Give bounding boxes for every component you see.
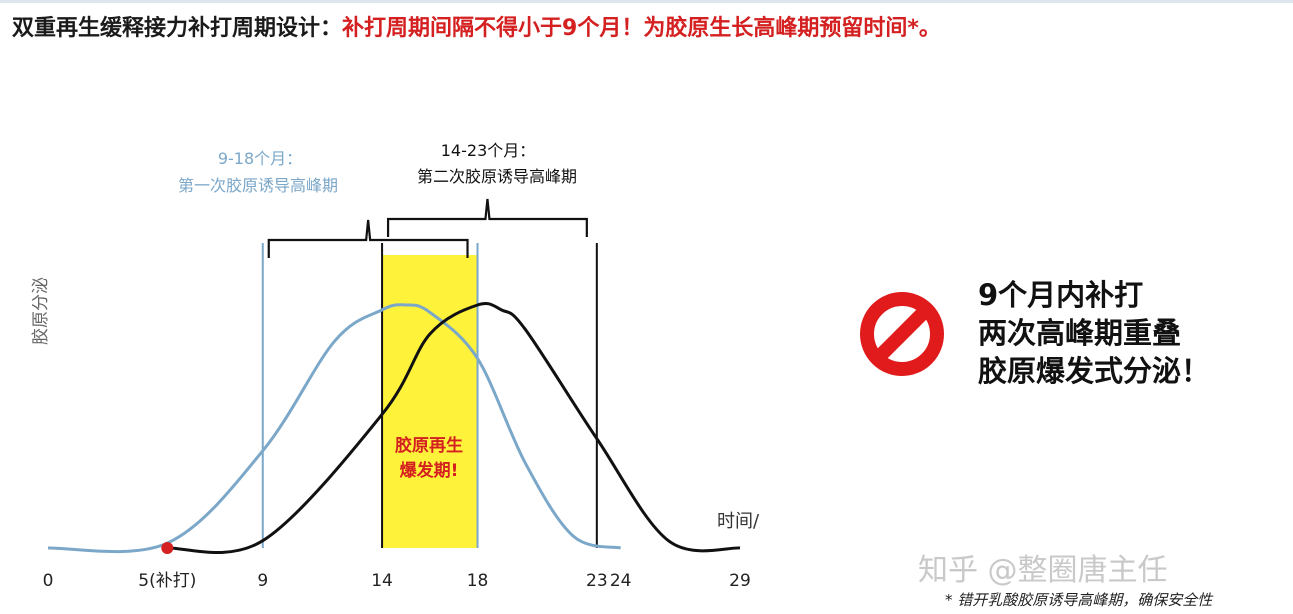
x-axis-label: 时间/月	[717, 511, 760, 532]
series-line	[167, 301, 741, 554]
reference-lines	[261, 243, 598, 548]
annotation-2-line1: 14-23个月：	[441, 141, 536, 160]
x-tick-label: 14	[371, 571, 393, 591]
y-axis-label: 胶原分泌	[31, 277, 51, 345]
message-line1: 9个月内补打	[978, 278, 1144, 312]
bracket	[386, 198, 588, 237]
warning-message: 9个月内补打 两次高峰期重叠 胶原爆发式分泌！	[978, 276, 1210, 390]
highlight-layer	[382, 255, 478, 548]
series-line	[47, 303, 622, 554]
marker-point	[161, 542, 174, 554]
x-tick-label: 23	[586, 571, 608, 591]
x-tick-label: 29	[729, 571, 751, 591]
annotation-1-line1: 9-18个月：	[218, 149, 302, 168]
message-line3: 胶原爆发式分泌！	[978, 354, 1211, 388]
annotation-1-line2: 第一次胶原诱导高峰期	[178, 176, 338, 195]
prohibit-icon	[860, 292, 944, 376]
page-title: 双重再生缓释接力补打周期设计：补打周期间隔不得小于9个月！为胶原生长高峰期预留时…	[12, 10, 941, 42]
x-tick-label: 5(补打)	[138, 571, 196, 591]
highlight-label-line1: 胶原再生	[395, 435, 463, 456]
message-line2: 两次高峰期重叠	[978, 316, 1182, 350]
title-part-red: 补打周期间隔不得小于9个月！为胶原生长高峰期预留时间*。	[342, 16, 941, 41]
highlight-band	[382, 255, 478, 548]
x-tick-label: 9	[257, 571, 268, 591]
watermark: 知乎 @整圈唐主任	[918, 553, 1168, 588]
title-part-black: 双重再生缓释接力补打周期设计：	[12, 16, 343, 41]
x-tick-labels: 0 5(补打) 9 14 18 23 24 29	[43, 571, 751, 591]
x-tick-label: 0	[43, 571, 54, 591]
footnote: * 错开乳酸胶原诱导高峰期，确保安全性	[945, 591, 1213, 609]
x-tick-label: 24	[610, 571, 632, 591]
bracket	[267, 219, 469, 258]
x-tick-label: 18	[467, 571, 489, 591]
annotation-2-line2: 第二次胶原诱导高峰期	[417, 167, 577, 186]
header-rule	[0, 0, 1293, 3]
curves	[47, 301, 741, 554]
highlight-label-line2: 爆发期!	[400, 460, 459, 481]
brackets	[267, 198, 588, 258]
